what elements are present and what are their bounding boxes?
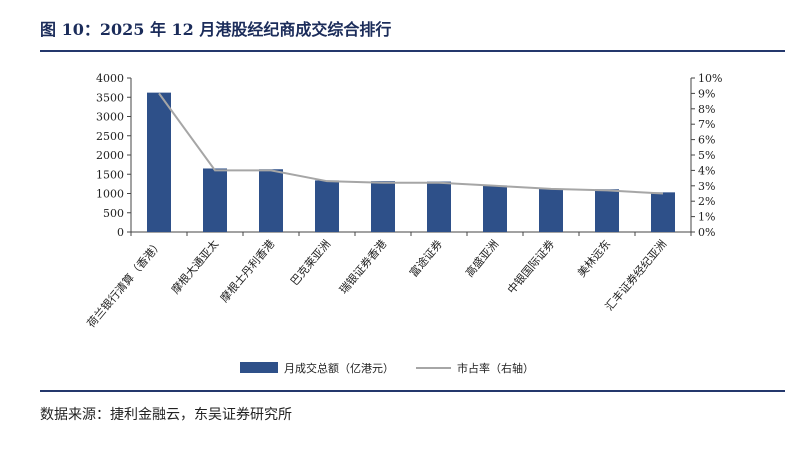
source-rule xyxy=(40,390,785,392)
market-share-line xyxy=(158,92,664,195)
bar xyxy=(427,181,451,232)
category-label: 美林远东 xyxy=(574,237,613,280)
category-label: 富途证券 xyxy=(406,237,445,280)
bar xyxy=(483,185,507,232)
right-tick-label: 6% xyxy=(698,134,715,147)
chart-title: 图 10：2025 年 12 月港股经纪商成交综合排行 xyxy=(40,20,392,39)
category-label: 高盛亚洲 xyxy=(462,237,501,280)
category-label: 摩根大通亚太 xyxy=(168,237,221,297)
title-rule xyxy=(40,50,785,52)
left-tick-label: 4000 xyxy=(96,72,124,85)
left-tick-label: 1000 xyxy=(96,188,124,201)
bar xyxy=(539,188,563,232)
category-label: 荷兰银行清算（香港） xyxy=(84,237,165,330)
right-tick-label: 7% xyxy=(698,118,715,131)
left-tick-label: 1500 xyxy=(96,168,124,181)
right-tick-label: 0% xyxy=(698,226,715,239)
left-tick-label: 2000 xyxy=(96,149,124,162)
legend-bar-label: 月成交总额（亿港元） xyxy=(284,361,394,375)
legend: 月成交总额（亿港元） 市占率（右轴） xyxy=(240,361,534,375)
left-tick-label: 500 xyxy=(103,207,124,220)
source-note: 数据来源：捷利金融云，东吴证券研究所 xyxy=(40,407,292,423)
right-tick-label: 4% xyxy=(698,164,715,177)
right-tick-label: 5% xyxy=(698,149,715,162)
bar xyxy=(203,168,227,232)
left-tick-label: 2500 xyxy=(96,130,124,143)
bar xyxy=(371,181,395,232)
category-label: 巴克莱亚洲 xyxy=(288,238,333,288)
category-label: 瑞银证券香港 xyxy=(336,237,389,297)
bar xyxy=(147,92,171,232)
category-label: 汇丰证券经纪亚洲 xyxy=(602,237,669,313)
legend-line-label: 市占率（右轴） xyxy=(457,361,534,375)
legend-bar-swatch xyxy=(240,362,278,373)
bar-series xyxy=(147,92,675,232)
right-tick-label: 9% xyxy=(698,87,715,100)
bar xyxy=(259,169,283,232)
right-tick-label: 3% xyxy=(698,180,715,193)
right-tick-label: 8% xyxy=(698,103,715,116)
line-series xyxy=(158,92,664,195)
left-tick-label: 3500 xyxy=(96,91,124,104)
bar xyxy=(651,192,675,232)
right-tick-label: 10% xyxy=(698,72,722,85)
axes: 0 500 1000 1500 2000 2500 3000 3500 4000 0% 1% 2% 3%… xyxy=(96,72,722,239)
category-label: 摩根士丹利香港 xyxy=(217,237,277,305)
right-tick-label: 2% xyxy=(698,195,715,208)
bar xyxy=(595,189,619,232)
bar xyxy=(315,180,339,232)
left-tick-label: 3000 xyxy=(96,111,124,124)
left-tick-label: 0 xyxy=(117,226,124,239)
right-tick-label: 1% xyxy=(698,211,715,224)
category-label: 中银国际证券 xyxy=(504,237,557,297)
